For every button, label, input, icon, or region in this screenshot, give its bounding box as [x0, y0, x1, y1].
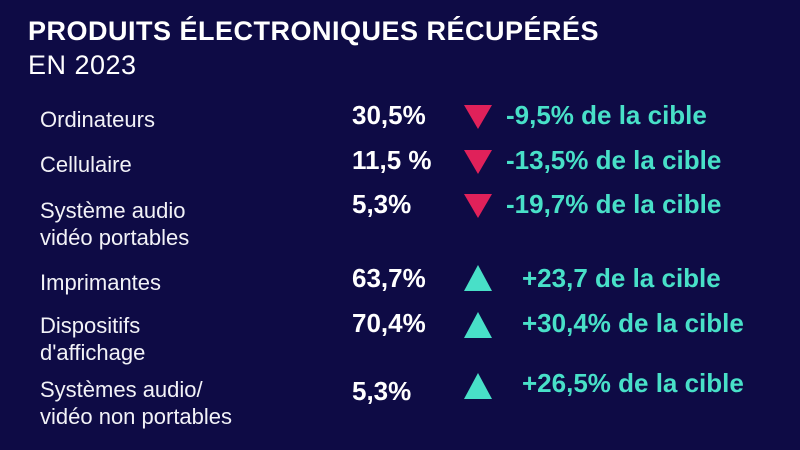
down-triangle-icon: [464, 105, 492, 129]
row-percent: 63,7%: [352, 263, 426, 293]
up-triangle-icon: [464, 312, 492, 338]
row-percent: 11,5 %: [352, 145, 432, 175]
row-percent: 5,3%: [352, 376, 412, 406]
row-percent: 70,4%: [352, 308, 426, 338]
up-triangle-icon: [464, 373, 492, 399]
row-category: Systèmes audio/ vidéo non portables: [40, 377, 233, 429]
row-delta: -9,5% de la cible: [506, 100, 707, 130]
row-category: Imprimantes: [40, 270, 162, 295]
row-delta: -13,5% de la cible: [506, 145, 722, 175]
title-line-1: PRODUITS ÉLECTRONIQUES RÉCUPÉRÉS: [28, 16, 600, 46]
down-triangle-icon: [464, 150, 492, 174]
row-category: Ordinateurs: [40, 107, 155, 132]
row-delta: +26,5% de la cible: [522, 368, 744, 398]
up-triangle-icon: [464, 265, 492, 291]
row-category: Dispositifs d'affichage: [40, 313, 146, 365]
row-delta: +30,4% de la cible: [522, 308, 744, 338]
row-delta: -19,7% de la cible: [506, 189, 722, 219]
page-title: PRODUITS ÉLECTRONIQUES RÉCUPÉRÉS EN 2023: [28, 14, 599, 82]
row-delta: +23,7 de la cible: [522, 263, 721, 293]
row-percent: 30,5%: [352, 100, 426, 130]
down-triangle-icon: [464, 194, 492, 218]
row-category: Cellulaire: [40, 152, 132, 177]
row-category: Système audio vidéo portables: [40, 198, 190, 250]
row-percent: 5,3%: [352, 189, 412, 219]
title-line-2: EN 2023: [28, 50, 137, 80]
